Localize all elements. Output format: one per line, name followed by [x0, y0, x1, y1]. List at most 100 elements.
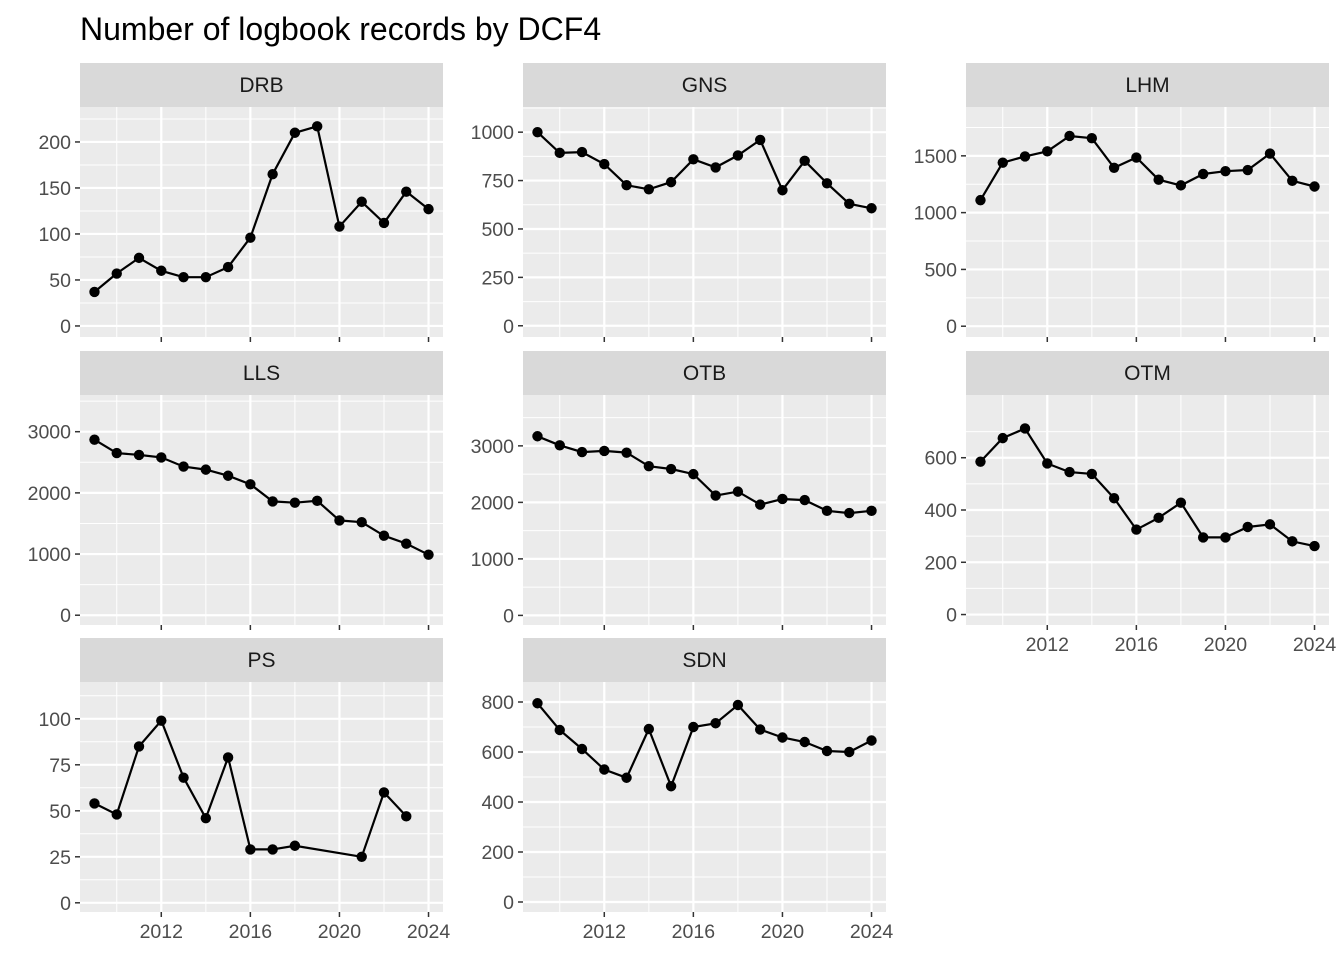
x-tick-label: 2012: [583, 921, 626, 943]
data-point-ps-2018: [289, 840, 301, 851]
data-point-otb-2009: [532, 431, 543, 442]
data-point-otm-2019: [1197, 532, 1209, 543]
data-point-lls-2010: [111, 447, 122, 459]
data-point-ps-2016: [245, 844, 256, 855]
facet-drb: DRB 0 50 100 150 200: [38, 63, 443, 342]
data-point-lls-2022: [378, 530, 390, 541]
data-point-sdn-2021: [799, 736, 810, 748]
data-point-lhm-2023: [1287, 175, 1298, 187]
data-point-sdn-2009: [532, 698, 543, 709]
data-point-otm-2016: [1131, 524, 1142, 535]
y-tick-label: 0: [503, 316, 514, 338]
data-point-lhm-2024: [1309, 181, 1320, 192]
data-point-lls-2015: [222, 470, 234, 481]
data-point-lls-2019: [311, 495, 323, 507]
y-tick-label: 0: [946, 605, 957, 627]
data-point-otb-2017: [710, 490, 721, 501]
data-point-otb-2014: [643, 461, 655, 472]
data-point-ps-2017: [267, 844, 278, 855]
data-point-sdn-2023: [844, 746, 855, 758]
data-point-gns-2015: [665, 176, 677, 188]
chart-title: Number of logbook records by DCF4: [80, 11, 601, 47]
y-tick-label: 400: [924, 500, 957, 522]
facet-label-lls: LLS: [243, 362, 280, 385]
data-point-drb-2015: [222, 261, 234, 273]
facet-lhm: LHM 0 500 1000 1500: [914, 63, 1329, 342]
facet-otm: OTM 0 200 400 600 2012 2016 2020 2024: [924, 351, 1336, 656]
series-line-lhm: [979, 134, 1315, 201]
data-point-lhm-2012: [1042, 146, 1053, 157]
data-point-lhm-2010: [997, 157, 1008, 168]
y-tick-label: 0: [503, 605, 514, 627]
data-point-ps-2011: [133, 741, 145, 752]
y-tick-label: 0: [60, 316, 71, 338]
y-tick-label: 100: [38, 709, 71, 731]
y-tick-label: 3000: [28, 422, 72, 444]
data-point-drb-2018: [289, 127, 301, 138]
facet-label-otm: OTM: [1124, 362, 1171, 385]
facet-otb: OTB 0 1000 2000 3000: [471, 351, 886, 630]
data-point-lls-2009: [89, 434, 100, 445]
data-point-otm-2013: [1064, 466, 1075, 478]
data-point-drb-2010: [111, 268, 122, 279]
data-point-lhm-2022: [1264, 148, 1276, 159]
y-tick-label: 50: [49, 270, 71, 292]
data-point-ps-2012: [156, 715, 167, 726]
y-tick-label: 750: [481, 171, 514, 193]
data-point-lhm-2019: [1197, 168, 1209, 180]
data-point-sdn-2018: [732, 699, 744, 711]
data-point-lhm-2015: [1108, 162, 1120, 173]
data-point-sdn-2012: [599, 764, 610, 775]
data-point-otb-2011: [576, 446, 588, 458]
data-point-sdn-2011: [576, 743, 588, 755]
data-point-ps-2014: [200, 812, 212, 824]
data-point-otm-2011: [1019, 423, 1031, 434]
data-point-sdn-2020: [777, 732, 788, 743]
data-point-otm-2017: [1153, 512, 1164, 524]
data-point-drb-2014: [200, 272, 212, 283]
data-point-gns-2017: [710, 162, 721, 173]
facet-strip-otm: [966, 351, 1329, 395]
data-point-lls-2021: [356, 517, 367, 528]
y-tick-label: 0: [946, 316, 957, 338]
y-tick-label: 200: [38, 132, 71, 154]
data-point-gns-2011: [576, 146, 588, 158]
y-tick-label: 200: [481, 842, 514, 864]
data-point-otm-2020: [1220, 532, 1231, 543]
data-point-gns-2014: [643, 184, 655, 195]
data-point-ps-2013: [178, 772, 189, 783]
panel-background-gns: [523, 107, 886, 337]
y-tick-label: 100: [38, 224, 71, 246]
data-point-otm-2024: [1309, 540, 1320, 552]
data-point-ps-2022: [378, 787, 390, 798]
data-point-lhm-2021: [1242, 164, 1253, 176]
data-point-gns-2024: [866, 203, 877, 214]
data-point-lls-2014: [200, 464, 212, 475]
y-tick-label: 0: [60, 605, 71, 627]
data-point-otb-2020: [777, 493, 788, 505]
data-point-gns-2013: [621, 180, 632, 191]
x-tick-label: 2012: [140, 921, 183, 943]
data-point-otm-2012: [1042, 458, 1053, 469]
data-point-otb-2018: [732, 486, 744, 497]
y-tick-label: 800: [481, 692, 514, 714]
data-point-lhm-2013: [1064, 130, 1075, 142]
facet-strip-drb: [80, 63, 443, 107]
data-point-sdn-2010: [554, 724, 565, 736]
data-point-otb-2013: [621, 447, 632, 458]
facet-label-lhm: LHM: [1125, 74, 1169, 97]
data-point-gns-2009: [532, 126, 543, 138]
data-point-lls-2011: [133, 449, 145, 461]
x-tick-label: 2020: [1204, 634, 1248, 656]
facet-lls: LLS 0 1000 2000 3000: [28, 351, 443, 630]
data-point-lls-2012: [156, 452, 167, 463]
data-point-lhm-2017: [1153, 174, 1164, 185]
data-point-sdn-2022: [821, 745, 833, 757]
y-tick-label: 2000: [471, 492, 515, 514]
facet-ps: PS 0 25 50 75 100 2012 2016 2020 2024: [38, 638, 450, 943]
facet-label-gns: GNS: [682, 74, 728, 97]
y-tick-label: 1000: [471, 122, 515, 144]
y-tick-label: 500: [924, 259, 957, 281]
data-point-gns-2010: [554, 147, 565, 159]
